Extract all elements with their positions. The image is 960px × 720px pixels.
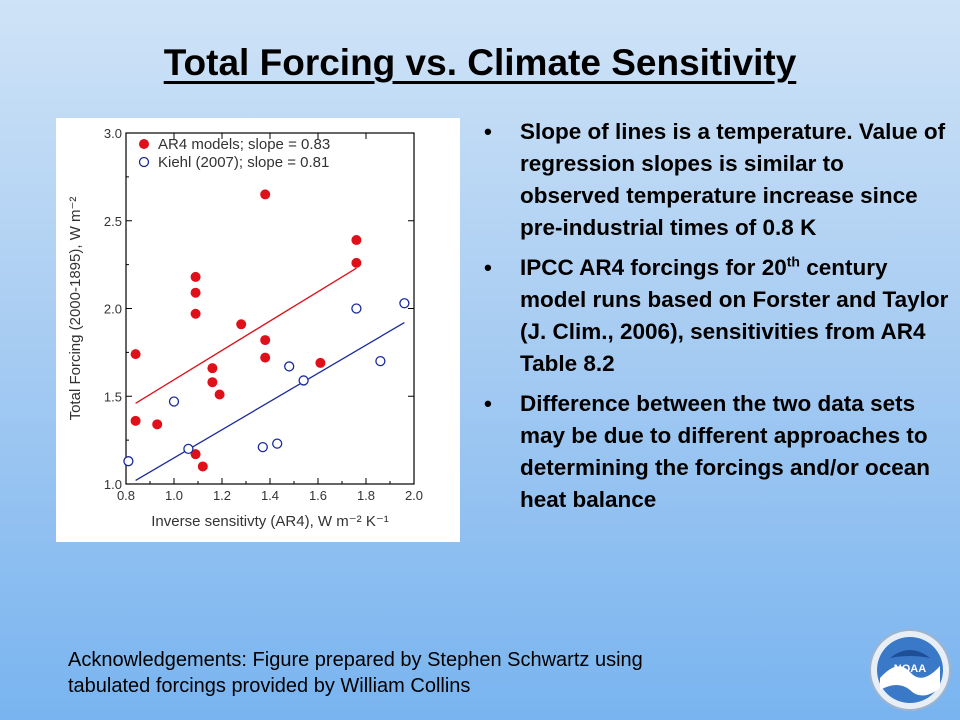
data-point-series-1 [315,357,326,368]
bullet-item-2: • IPCC AR4 forcings for 20th century mod… [480,252,950,380]
data-point-series-1 [207,377,218,388]
x-tick-label: 1.6 [309,488,327,503]
bullet-marker: • [484,255,492,280]
y-tick-label: 3.0 [104,126,122,141]
legend-marker [139,139,149,149]
data-point-series-2 [399,298,410,309]
slide-title: Total Forcing vs. Climate Sensitivity [0,42,960,84]
y-tick-label: 1.5 [104,389,122,404]
data-point-series-1 [190,449,201,460]
data-point-series-1 [351,257,362,268]
x-axis-label: Inverse sensitivty (AR4), W m⁻² K⁻¹ [151,513,389,530]
bullet-list: • Slope of lines is a temperature. Value… [480,116,950,524]
slide-title-text: Total Forcing vs. Climate Sensitivity [163,42,797,83]
y-axis-label: Total Forcing (2000-1895), W m⁻² [67,197,84,421]
data-point-series-2 [375,355,386,367]
data-point-series-2 [257,441,268,453]
data-point-series-1 [130,349,141,360]
data-point-series-2 [351,303,362,314]
data-point-series-1 [351,235,362,246]
data-point-series-1 [197,461,208,472]
bullet-superscript: th [786,253,800,270]
acknowledgement-line: tabulated forcings provided by William C… [68,675,471,697]
data-point-series-1 [207,363,218,374]
y-tick-label: 2.5 [104,214,122,229]
data-point-series-2 [284,361,295,372]
data-point-series-1 [260,335,271,346]
scatter-chart: 0.8 1.0 1.2 1.4 1.6 1.8 2.0 1.0 1.5 2.0 2.5 3.0 Inve… [56,118,460,542]
acknowledgement-line: Acknowledgements: Figure prepared by Ste… [68,649,643,671]
data-point-series-2 [183,443,194,455]
plot-frame [125,132,415,485]
y-tick-label: 2.0 [104,302,122,317]
x-tick-label: 1.4 [261,488,279,503]
data-point-series-2 [168,396,180,407]
legend-label: AR4 models; slope = 0.83 [158,136,330,153]
bullet-marker: • [484,119,492,144]
data-point-series-2 [272,438,283,449]
noaa-logo: NOAA [868,628,952,712]
bullet-text: Slope of lines is a temperature. Value o… [520,119,946,240]
data-point-series-1 [260,352,271,363]
noaa-logo-icon: NOAA [869,629,951,711]
data-point-series-1 [152,419,163,430]
x-tick-label: 1.8 [357,488,375,503]
data-point-series-1 [190,308,201,319]
data-point-series-1 [260,189,271,200]
legend-label: Kiehl (2007); slope = 0.81 [158,154,329,171]
bullet-text: Difference between the two data sets may… [520,391,931,512]
regression-line-2 [135,321,405,482]
data-point-series-2 [298,375,309,386]
x-tick-label: 0.8 [117,488,135,503]
chart-svg: 0.8 1.0 1.2 1.4 1.6 1.8 2.01.01.52.02.53.0Inve… [67,126,423,530]
data-point-series-1 [190,287,201,298]
acknowledgement: Acknowledgements: Figure prepared by Ste… [68,647,828,699]
legend-marker [138,156,150,168]
bullet-item-3: • Difference between the two data sets m… [480,388,950,516]
bullet-marker: • [484,391,492,416]
x-tick-label: 1.2 [213,488,231,503]
data-point-series-1 [236,319,247,330]
noaa-logo-text: NOAA [894,663,926,675]
y-tick-label: 1.0 [104,477,122,492]
bullet-item-1: • Slope of lines is a temperature. Value… [480,116,950,244]
regression-line-1 [135,267,357,404]
bullet-text-start: IPCC AR4 forcings for 20 [520,255,787,280]
data-point-series-2 [123,456,134,467]
data-point-series-1 [214,389,225,400]
x-tick-label: 2.0 [405,488,423,503]
data-point-series-1 [130,415,141,426]
x-tick-label: 1.0 [165,488,183,503]
bullet-text-end: century model runs based on Forster and … [520,255,949,376]
data-point-series-1 [190,271,201,282]
